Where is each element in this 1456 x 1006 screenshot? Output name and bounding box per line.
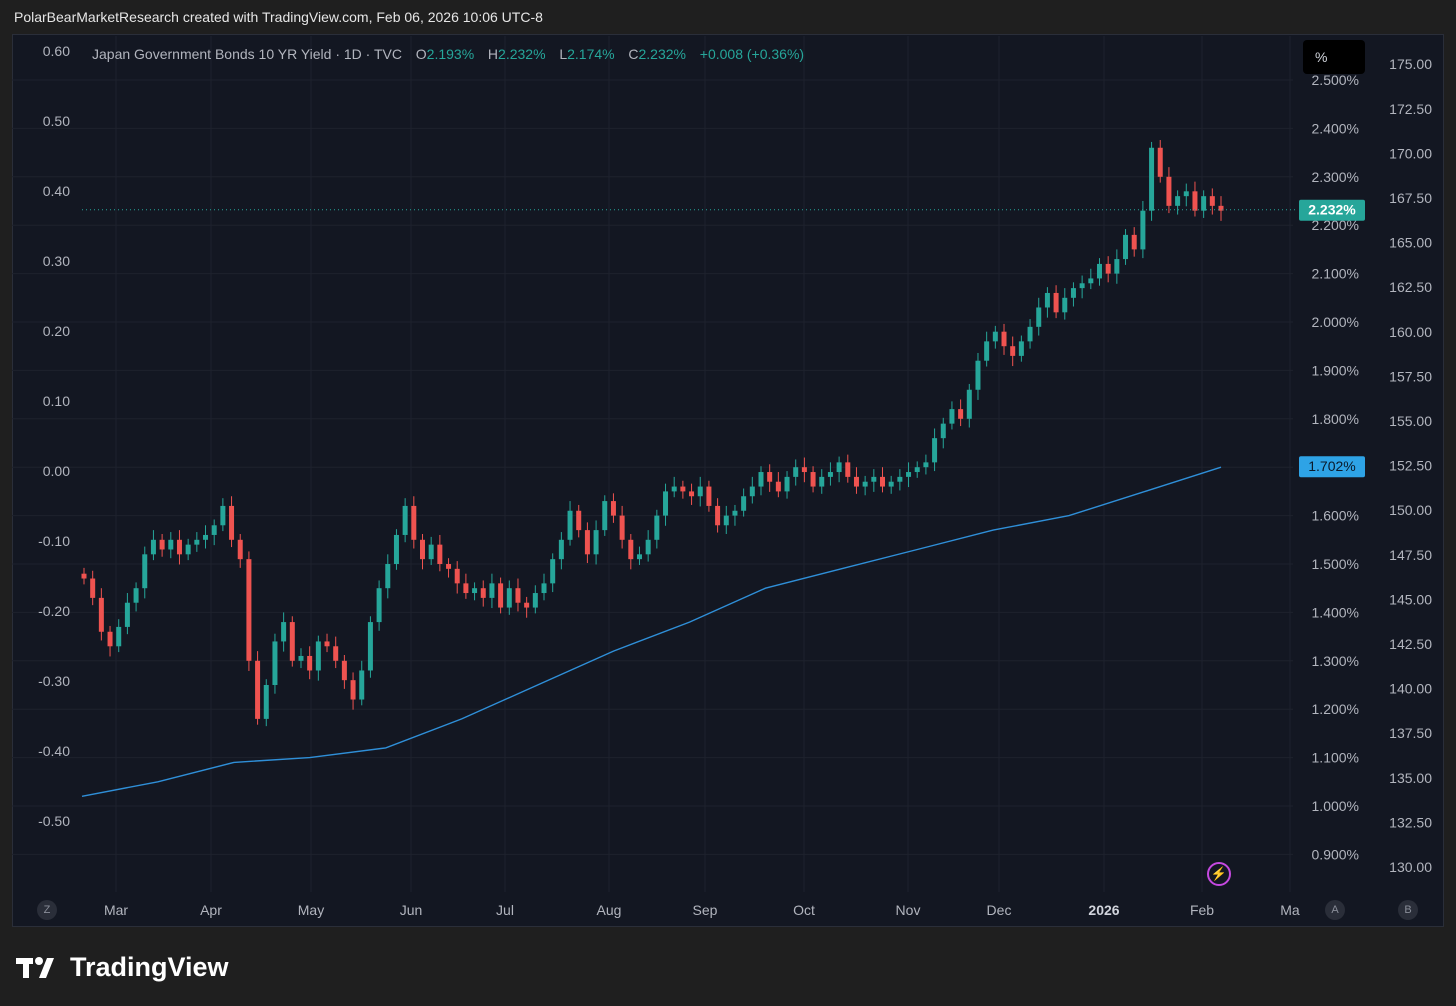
flash-icon[interactable]: ⚡: [1207, 862, 1231, 886]
legend-title: Japan Government Bonds 10 YR Yield · 1D …: [92, 46, 402, 62]
legend-close-value: 2.232%: [638, 46, 686, 62]
tradingview-logo: TradingView: [16, 952, 229, 983]
legend-change: +0.008 (+0.36%): [699, 46, 805, 62]
legend-high-value: 2.232%: [498, 46, 546, 62]
legend-open-value: 2.193%: [426, 46, 475, 62]
brand-name: TradingView: [70, 952, 229, 982]
legend-low-value: 2.174%: [567, 46, 615, 62]
unit-selector-button[interactable]: %: [1303, 40, 1365, 74]
legend-low-label: L: [559, 46, 568, 62]
legend-high-label: H: [487, 46, 499, 62]
chart-legend: Japan Government Bonds 10 YR Yield · 1D …: [92, 46, 804, 62]
scale-mode-button[interactable]: B: [1398, 900, 1418, 920]
tradingview-mark-icon: [16, 956, 54, 978]
legend-close-label: C: [628, 46, 639, 62]
auto-scale-button[interactable]: A: [1325, 900, 1345, 920]
chart-panel[interactable]: [12, 34, 1444, 927]
legend-open-label: O: [415, 46, 427, 62]
zoom-reset-button[interactable]: Z: [37, 900, 57, 920]
chart-attribution: PolarBearMarketResearch created with Tra…: [14, 9, 543, 25]
